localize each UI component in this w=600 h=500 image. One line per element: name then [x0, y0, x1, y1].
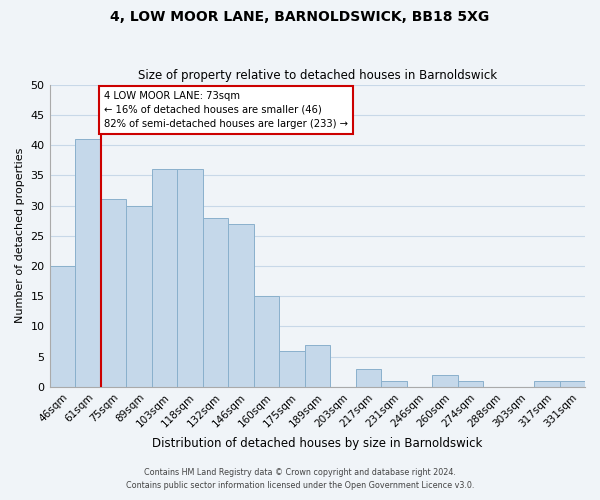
Bar	[381, 381, 407, 387]
Bar	[75, 139, 101, 387]
Bar	[279, 350, 305, 387]
Y-axis label: Number of detached properties: Number of detached properties	[15, 148, 25, 324]
Bar	[177, 169, 203, 387]
Bar	[458, 381, 483, 387]
Text: 4, LOW MOOR LANE, BARNOLDSWICK, BB18 5XG: 4, LOW MOOR LANE, BARNOLDSWICK, BB18 5XG	[110, 10, 490, 24]
Bar	[152, 169, 177, 387]
Bar	[228, 224, 254, 387]
Bar	[534, 381, 560, 387]
Bar	[560, 381, 585, 387]
Text: Contains HM Land Registry data © Crown copyright and database right 2024.
Contai: Contains HM Land Registry data © Crown c…	[126, 468, 474, 490]
Title: Size of property relative to detached houses in Barnoldswick: Size of property relative to detached ho…	[138, 69, 497, 82]
Bar	[101, 200, 126, 387]
Bar	[254, 296, 279, 387]
Bar	[356, 369, 381, 387]
Text: 4 LOW MOOR LANE: 73sqm
← 16% of detached houses are smaller (46)
82% of semi-det: 4 LOW MOOR LANE: 73sqm ← 16% of detached…	[104, 90, 349, 128]
Bar	[203, 218, 228, 387]
X-axis label: Distribution of detached houses by size in Barnoldswick: Distribution of detached houses by size …	[152, 437, 482, 450]
Bar	[50, 266, 75, 387]
Bar	[432, 375, 458, 387]
Bar	[305, 344, 330, 387]
Bar	[126, 206, 152, 387]
